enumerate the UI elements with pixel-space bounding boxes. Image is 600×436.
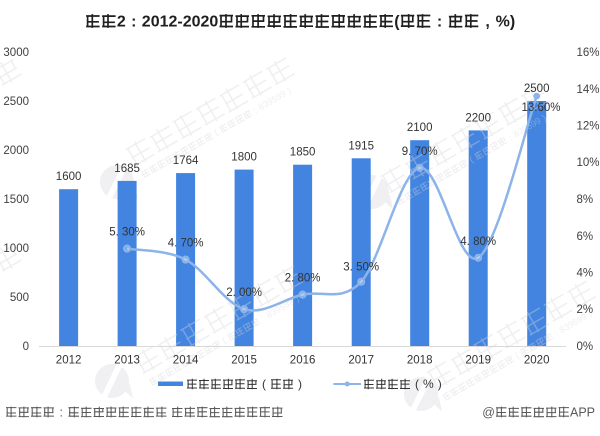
svg-text:%: %: [423, 377, 434, 391]
svg-text::: :: [507, 132, 514, 142]
svg-text:(: (: [212, 128, 220, 138]
svg-text:0: 0: [23, 341, 29, 353]
svg-text:2. 00%: 2. 00%: [226, 287, 262, 299]
svg-text:2020: 2020: [524, 355, 550, 367]
svg-text:2500: 2500: [524, 83, 550, 95]
svg-text:2200: 2200: [465, 112, 491, 124]
svg-text:): ): [438, 377, 442, 391]
svg-text:0%: 0%: [577, 341, 594, 353]
svg-text::: :: [553, 328, 560, 338]
svg-text:14%: 14%: [577, 84, 600, 96]
svg-text:2500: 2500: [3, 96, 29, 108]
svg-text:5. 30%: 5. 30%: [109, 227, 145, 239]
svg-text:(: (: [262, 377, 266, 391]
svg-text:12%: 12%: [577, 121, 600, 133]
svg-text:1685: 1685: [114, 163, 140, 175]
svg-text:(: (: [513, 351, 521, 361]
svg-text::: :: [252, 105, 259, 115]
svg-text:2. 80%: 2. 80%: [285, 273, 321, 285]
svg-text:2%: 2%: [577, 304, 594, 316]
svg-text:1764: 1764: [173, 155, 199, 167]
svg-text:16%: 16%: [577, 47, 600, 59]
svg-text:2017: 2017: [348, 355, 374, 367]
svg-text:3000: 3000: [3, 47, 29, 59]
svg-text:): ): [586, 309, 594, 319]
svg-text:9. 70%: 9. 70%: [402, 146, 438, 158]
svg-text:(: (: [415, 377, 419, 391]
svg-text:(: (: [220, 336, 228, 346]
svg-text:4%: 4%: [577, 268, 594, 280]
svg-text:,: ,: [485, 14, 489, 31]
svg-text::: :: [131, 14, 136, 31]
svg-text::: :: [437, 14, 442, 31]
svg-text:500: 500: [10, 292, 29, 304]
svg-text:%): %): [496, 14, 516, 31]
svg-text:APP: APP: [570, 405, 595, 419]
svg-text:1850: 1850: [290, 147, 316, 159]
svg-text:2000: 2000: [3, 145, 29, 157]
svg-text:@: @: [482, 405, 495, 419]
svg-text:2016: 2016: [290, 355, 316, 367]
svg-text:3. 50%: 3. 50%: [343, 262, 379, 274]
svg-text:2: 2: [117, 14, 126, 31]
svg-text:1800: 1800: [231, 152, 257, 164]
svg-text:): ): [540, 113, 548, 123]
svg-text:13.60%: 13.60%: [521, 102, 560, 114]
svg-text:2018: 2018: [407, 355, 433, 367]
svg-text:(: (: [467, 155, 475, 165]
svg-text::: :: [260, 313, 267, 323]
svg-text:2012-2020: 2012-2020: [142, 14, 219, 31]
svg-text:2014: 2014: [173, 355, 199, 367]
svg-text:2019: 2019: [465, 355, 491, 367]
svg-text:(: (: [394, 14, 400, 31]
svg-text:6%: 6%: [577, 231, 594, 243]
svg-text:1915: 1915: [348, 140, 374, 152]
svg-text:2012: 2012: [56, 355, 82, 367]
svg-text:4. 70%: 4. 70%: [168, 238, 204, 250]
svg-text:2100: 2100: [407, 122, 433, 134]
svg-text:): ): [293, 294, 301, 304]
svg-text::: :: [59, 405, 62, 419]
svg-text:10%: 10%: [577, 157, 600, 169]
svg-text:8%: 8%: [577, 194, 594, 206]
svg-text:): ): [298, 377, 302, 391]
svg-text:4. 80%: 4. 80%: [460, 236, 496, 248]
svg-text:1500: 1500: [3, 194, 29, 206]
svg-text:2013: 2013: [114, 355, 140, 367]
svg-text:): ): [285, 86, 293, 96]
svg-text:2015: 2015: [231, 355, 257, 367]
svg-text:1000: 1000: [3, 243, 29, 255]
svg-text:1600: 1600: [56, 171, 82, 183]
